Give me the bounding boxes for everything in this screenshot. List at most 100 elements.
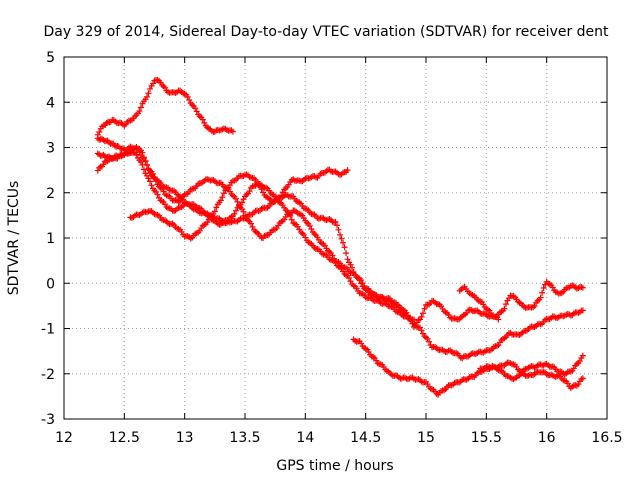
data-point-marker	[287, 212, 294, 219]
x-tick-label: 12	[55, 430, 73, 446]
data-point-marker	[213, 204, 220, 211]
data-point-marker	[217, 197, 224, 204]
series-track-7	[477, 352, 586, 383]
data-point-marker	[288, 216, 295, 223]
data-point-marker	[186, 97, 193, 104]
data-point-marker	[346, 274, 353, 281]
data-point-marker	[531, 302, 538, 309]
data-point-marker	[145, 90, 152, 97]
x-tick-label: 14.5	[350, 430, 381, 446]
data-point-marker	[140, 166, 147, 173]
data-point-marker	[139, 161, 146, 168]
y-tick-label: 4	[46, 95, 55, 111]
y-tick-label: 5	[46, 50, 55, 66]
data-point-marker	[143, 93, 150, 100]
y-tick-label: 3	[46, 141, 55, 157]
x-tick-label: 16	[538, 430, 556, 446]
x-tick-label: 13	[176, 430, 194, 446]
data-point-marker	[349, 264, 356, 271]
data-point-marker	[137, 104, 144, 111]
data-point-marker	[579, 284, 586, 291]
y-tick-label: -2	[41, 367, 55, 383]
chart-title: Day 329 of 2014, Sidereal Day-to-day VTE…	[43, 24, 609, 40]
tick-layer: 12 12.5 13 13.5 14 14.5 15 15.5 16 16.5-3-2-10123…	[41, 50, 623, 446]
y-tick-label: 2	[46, 186, 55, 202]
data-point-marker	[410, 316, 417, 323]
data-point-marker	[502, 301, 509, 308]
data-point-marker	[258, 186, 265, 193]
data-point-marker	[133, 151, 140, 158]
data-point-marker	[540, 285, 547, 292]
data-point-marker	[219, 194, 226, 201]
data-point-marker	[211, 208, 218, 215]
series-track-4	[94, 149, 417, 323]
data-point-marker	[278, 192, 285, 199]
data-point-marker	[285, 209, 292, 216]
series-track-2	[94, 135, 586, 331]
y-tick-label: -3	[41, 412, 55, 428]
data-point-marker	[96, 129, 103, 136]
data-point-marker	[579, 375, 586, 382]
data-point-marker	[426, 338, 433, 345]
series-track-5	[127, 166, 351, 242]
series-track-8	[456, 283, 502, 323]
data-point-marker	[229, 128, 236, 135]
x-axis-label: GPS time / hours	[276, 458, 393, 474]
data-point-marker	[308, 225, 315, 232]
data-point-marker	[501, 305, 508, 312]
data-point-marker	[421, 305, 428, 312]
y-tick-label: 1	[46, 231, 55, 247]
data-point-marker	[136, 108, 143, 115]
data-point-marker	[145, 175, 152, 182]
data-point-marker	[495, 316, 502, 323]
data-point-marker	[337, 231, 344, 238]
data-point-marker	[232, 207, 239, 214]
x-tick-label: 15	[417, 430, 435, 446]
data-point-marker	[341, 244, 348, 251]
data-point-marker	[340, 239, 347, 246]
data-point-marker	[146, 85, 153, 92]
data-point-marker	[579, 307, 586, 314]
x-tick-label: 12.5	[109, 430, 140, 446]
data-point-marker	[306, 222, 313, 229]
data-point-marker	[248, 220, 255, 227]
series-track-6	[350, 336, 586, 398]
data-point-marker	[539, 289, 546, 296]
data-point-marker	[343, 250, 350, 257]
data-point-marker	[344, 167, 351, 174]
data-point-marker	[334, 222, 341, 229]
data-point-marker	[537, 294, 544, 301]
data-point-marker	[184, 93, 191, 100]
y-axis-label: SDTVAR / TECUs	[6, 181, 22, 296]
data-point-marker	[240, 208, 247, 215]
data-point-marker	[153, 178, 160, 185]
data-point-marker	[242, 212, 248, 219]
data-point-marker	[140, 154, 147, 161]
data-point-marker	[192, 105, 199, 112]
x-tick-label: 13.5	[229, 430, 260, 446]
x-tick-label: 15.5	[471, 430, 502, 446]
y-tick-label: 0	[46, 276, 55, 292]
data-point-marker	[576, 358, 583, 365]
data-point-marker	[419, 310, 426, 317]
data-point-marker	[149, 80, 156, 87]
x-tick-label: 16.5	[591, 430, 622, 446]
data-point-marker	[231, 210, 238, 217]
data-point-marker	[232, 195, 239, 202]
data-point-marker	[142, 157, 149, 164]
data-point-marker	[139, 149, 146, 156]
data-point-marker	[220, 190, 227, 197]
data-point-marker	[418, 313, 425, 320]
data-point-marker	[418, 327, 425, 334]
data-point-marker	[154, 191, 161, 198]
data-point-marker	[335, 226, 342, 233]
data-point-marker	[359, 279, 366, 286]
data-point-marker	[238, 199, 245, 206]
data-layer	[94, 76, 586, 398]
data-point-marker	[193, 108, 200, 115]
data-point-marker	[146, 178, 153, 185]
data-point-marker	[254, 179, 261, 186]
data-point-marker	[199, 116, 206, 123]
